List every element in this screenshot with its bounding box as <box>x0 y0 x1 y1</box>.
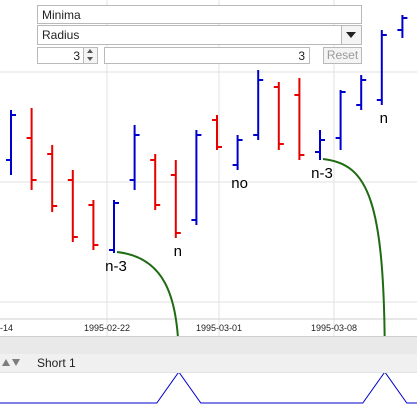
radius-spinner-value: 3 <box>73 49 80 63</box>
indicator-name-field[interactable]: Minima <box>37 5 362 24</box>
indicator-line <box>0 371 417 404</box>
bar-annotation-label: n <box>380 110 388 127</box>
x-tick-label: 1995-03-01 <box>196 323 242 333</box>
price-bars <box>6 15 408 253</box>
triangle-down-icon[interactable] <box>87 57 93 61</box>
lower-pane-label: Short 1 <box>37 356 76 370</box>
spinner-buttons[interactable] <box>83 48 97 63</box>
annotation-curve <box>322 158 386 363</box>
pane-splitter[interactable] <box>0 336 417 355</box>
reset-button[interactable]: Reset <box>323 47 362 64</box>
radius-value-text: 3 <box>298 49 305 63</box>
triangle-down-icon[interactable] <box>12 359 20 366</box>
bar-annotation-label: n-3 <box>105 258 127 275</box>
radius-value-field[interactable]: 3 <box>104 47 310 64</box>
indicator-series-line <box>0 371 417 404</box>
x-tick-label: 1995-03-08 <box>311 323 357 333</box>
lower-pane-header: Short 1 <box>0 354 417 373</box>
x-axis-ticks: -14 1995-02-22 1995-03-01 1995-03-08 <box>0 323 357 333</box>
x-tick-label: -14 <box>0 323 13 333</box>
bar-annotation-label: n-3 <box>311 165 333 182</box>
mode-select[interactable]: Radius <box>37 25 362 45</box>
chevron-down-icon[interactable] <box>341 26 361 44</box>
triangle-up-icon[interactable] <box>87 49 93 53</box>
bar-annotation-label: n <box>174 243 182 260</box>
triangle-up-icon[interactable] <box>2 359 10 366</box>
mode-select-value: Radius <box>42 28 80 42</box>
x-tick-label: 1995-02-22 <box>84 323 130 333</box>
bar-annotations: n-3 n no n-3 n <box>105 110 388 275</box>
bar-annotation-label: no <box>231 175 248 192</box>
radius-spinner[interactable]: 3 <box>37 47 98 64</box>
